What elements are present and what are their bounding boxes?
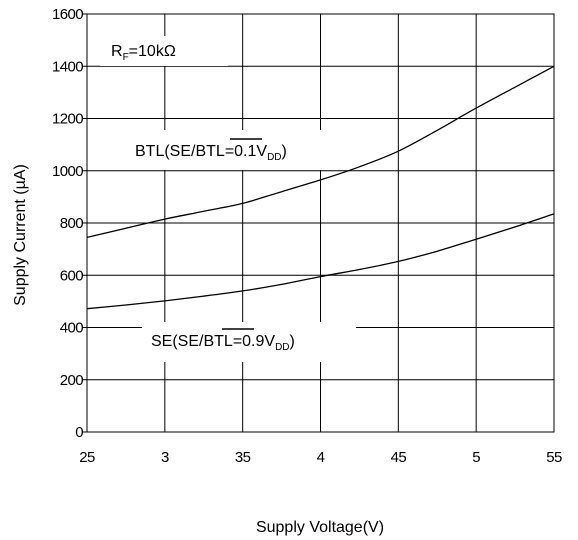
y-tick-label: 0 (75, 424, 83, 441)
x-axis-title: Supply Voltage(V) (256, 519, 384, 536)
se-annotation: SE(SE/BTL=0.9VDD) (151, 333, 295, 353)
se-subscript: DD (275, 342, 289, 353)
y-tick-label: 1400 (52, 58, 83, 75)
y-axis-title: Supply Current (µA) (12, 164, 29, 306)
btl-annotation: BTL(SE/BTL=0.1VDD) (135, 143, 287, 163)
x-tick-label: 55 (546, 449, 562, 466)
x-tick-label: 25 (79, 449, 95, 466)
se-overbar-text: BTL (203, 333, 232, 350)
y-tick-label: 1600 (52, 6, 83, 23)
btl-curve (86, 65, 555, 239)
x-tick-label: 45 (391, 449, 407, 466)
y-tick-label: 1200 (52, 111, 83, 128)
btl-close: ) (282, 143, 287, 160)
rf-label-bg (100, 36, 228, 66)
y-tick-label: 800 (60, 215, 83, 232)
se-pre: SE(SE/ (151, 333, 204, 350)
rf-subscript: F (123, 52, 129, 63)
btl-pre: BTL(SE/ (135, 143, 196, 160)
y-tick-label: 600 (60, 267, 83, 284)
btl-overbar-text: BTL (195, 143, 224, 160)
rf-annotation: RF=10kΩ (111, 43, 176, 63)
x-tick-label: 4 (317, 449, 325, 466)
x-tick-label: 5 (472, 449, 480, 466)
grid (82, 13, 555, 433)
y-tick-label: 400 (60, 320, 83, 337)
y-tick-label: 200 (60, 372, 83, 389)
rf-tail: =10kΩ (129, 43, 176, 60)
rf-main: R (111, 43, 123, 60)
se-post: =0.9V (233, 333, 276, 350)
y-tick-label: 1000 (52, 163, 83, 180)
se-close: ) (290, 333, 295, 350)
btl-subscript: DD (267, 152, 281, 163)
x-tick-label: 3 (161, 449, 169, 466)
btl-post: =0.1V (225, 143, 268, 160)
se-curve (86, 213, 555, 310)
series-lines (86, 65, 555, 310)
btl-label-bg (124, 130, 342, 170)
x-tick-label: 35 (235, 449, 251, 466)
